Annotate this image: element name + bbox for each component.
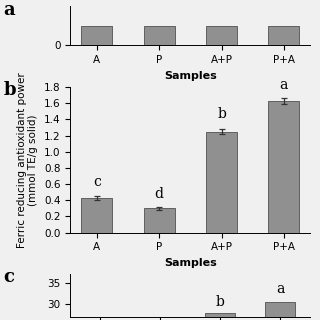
Text: b: b [216,295,225,309]
X-axis label: Samples: Samples [164,258,217,268]
Bar [144,26,175,45]
Text: b: b [3,81,16,99]
Bar [144,208,175,233]
Text: a: a [276,282,284,296]
Text: c: c [93,174,101,188]
Text: d: d [155,188,164,202]
X-axis label: Samples: Samples [164,71,217,81]
Bar [268,101,300,233]
Bar [205,313,236,320]
Bar [81,26,112,45]
Text: b: b [217,108,226,121]
Bar [81,198,112,233]
Bar [206,132,237,233]
Y-axis label: Ferric reducing antioxidant power
(mmol TE/g solid): Ferric reducing antioxidant power (mmol … [17,72,38,248]
Text: a: a [3,1,15,19]
Text: a: a [280,77,288,92]
Bar [265,302,295,320]
Text: c: c [3,268,14,286]
Bar [268,26,300,45]
Bar [206,26,237,45]
